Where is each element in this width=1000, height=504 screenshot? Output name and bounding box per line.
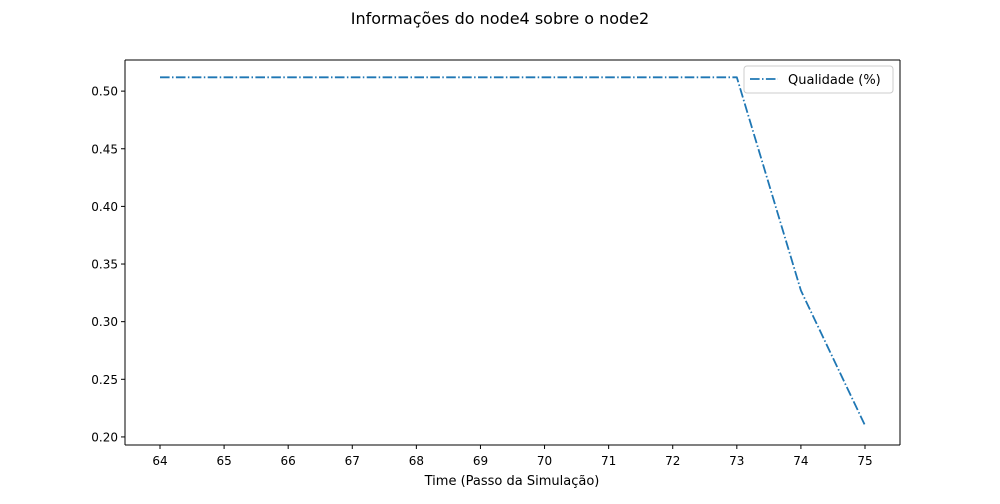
- legend-label: Qualidade (%): [788, 73, 881, 88]
- x-tick-label: 70: [537, 454, 552, 468]
- x-tick-label: 68: [409, 454, 424, 468]
- y-tick-label: 0.25: [91, 373, 118, 387]
- y-axis: 0.20 0.25 0.30 0.35 0.40 0.45 0.50: [91, 85, 125, 445]
- legend: Qualidade (%): [744, 66, 893, 93]
- y-tick-label: 0.20: [91, 430, 118, 444]
- x-tick-label: 65: [216, 454, 231, 468]
- y-tick-label: 0.45: [91, 142, 118, 156]
- x-tick-label: 71: [601, 454, 616, 468]
- x-tick-label: 75: [857, 454, 872, 468]
- x-tick-label: 72: [665, 454, 680, 468]
- x-tick-label: 67: [345, 454, 360, 468]
- chart-title: Informações do node4 sobre o node2: [351, 9, 649, 28]
- x-tick-label: 74: [793, 454, 808, 468]
- plot-area: [125, 60, 900, 445]
- y-tick-label: 0.40: [91, 200, 118, 214]
- x-tick-label: 64: [152, 454, 167, 468]
- y-tick-label: 0.35: [91, 258, 118, 272]
- x-tick-label: 73: [729, 454, 744, 468]
- x-tick-label: 66: [281, 454, 296, 468]
- y-tick-label: 0.50: [91, 85, 118, 99]
- x-tick-label: 69: [473, 454, 488, 468]
- y-tick-label: 0.30: [91, 315, 118, 329]
- x-axis-label: Time (Passo da Simulação): [424, 474, 600, 489]
- x-axis: 64 65 66 67 68 69 70 71 72 73 74 75: [152, 445, 872, 468]
